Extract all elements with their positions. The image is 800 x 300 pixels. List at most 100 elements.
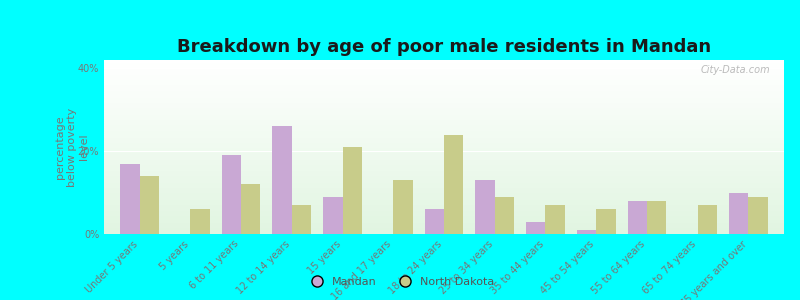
Bar (104, 194, 784, 196)
Bar (104, 93, 784, 95)
Bar (104, 133, 784, 135)
Bar (104, 220, 784, 222)
Bar (104, 203, 784, 204)
Bar (104, 97, 784, 98)
Bar (104, 169, 784, 171)
Bar (104, 135, 784, 137)
Bar (104, 225, 784, 227)
Bar (104, 82, 784, 84)
Bar (104, 208, 784, 210)
Bar (104, 90, 784, 91)
Bar (104, 79, 784, 81)
Bar (104, 147, 784, 149)
Bar (104, 117, 784, 119)
Bar (729, 193, 749, 234)
Bar (104, 84, 784, 86)
Bar (104, 72, 784, 74)
Bar (546, 205, 565, 234)
Bar (104, 112, 784, 114)
Bar (104, 168, 784, 170)
Bar (104, 161, 784, 163)
Bar (104, 107, 784, 109)
Bar (104, 145, 784, 147)
Y-axis label: percentage
below poverty
level: percentage below poverty level (55, 107, 89, 187)
Bar (104, 182, 784, 184)
Bar (104, 158, 784, 159)
Bar (104, 124, 784, 126)
Bar (104, 149, 784, 151)
Bar (104, 197, 784, 199)
Bar (104, 119, 784, 121)
Bar (104, 184, 784, 185)
Bar (104, 166, 784, 168)
Bar (526, 222, 546, 234)
Text: City-Data.com: City-Data.com (701, 65, 770, 75)
Bar (104, 64, 784, 65)
Bar (104, 102, 784, 103)
Bar (104, 154, 784, 156)
Bar (647, 201, 666, 234)
Bar (104, 152, 784, 154)
Bar (104, 224, 784, 225)
Bar (292, 205, 311, 234)
Bar (104, 67, 784, 69)
Bar (104, 159, 784, 161)
Bar (104, 121, 784, 123)
Bar (120, 164, 139, 234)
Bar (104, 60, 784, 62)
Bar (104, 81, 784, 82)
Bar (494, 197, 514, 234)
Legend: Mandan, North Dakota: Mandan, North Dakota (301, 273, 499, 291)
Bar (104, 171, 784, 173)
Bar (104, 185, 784, 187)
Bar (698, 205, 717, 234)
Bar (104, 143, 784, 145)
Bar (104, 213, 784, 215)
Bar (394, 180, 413, 234)
Bar (104, 222, 784, 224)
Bar (104, 218, 784, 220)
Bar (104, 190, 784, 192)
Bar (104, 164, 784, 166)
Bar (104, 229, 784, 230)
Bar (425, 209, 444, 234)
Bar (104, 98, 784, 100)
Bar (104, 215, 784, 217)
Bar (190, 209, 210, 234)
Bar (104, 227, 784, 229)
Bar (104, 156, 784, 158)
Bar (104, 100, 784, 102)
Bar (104, 88, 784, 90)
Bar (104, 199, 784, 201)
Bar (104, 217, 784, 218)
Bar (577, 230, 596, 234)
Bar (104, 189, 784, 190)
Bar (104, 136, 784, 138)
Bar (104, 138, 784, 140)
Bar (596, 209, 615, 234)
Bar (628, 201, 647, 234)
Bar (104, 140, 784, 142)
Bar (104, 65, 784, 67)
Bar (104, 62, 784, 64)
Bar (104, 103, 784, 105)
Bar (104, 230, 784, 232)
Bar (104, 131, 784, 133)
Bar (139, 176, 159, 234)
Bar (104, 177, 784, 178)
Bar (104, 232, 784, 234)
Bar (104, 105, 784, 107)
Bar (273, 126, 292, 234)
Bar (104, 70, 784, 72)
Bar (104, 204, 784, 206)
Bar (104, 123, 784, 124)
Bar (104, 128, 784, 130)
Bar (104, 201, 784, 203)
Bar (104, 187, 784, 189)
Bar (104, 116, 784, 117)
Bar (104, 180, 784, 182)
Bar (104, 163, 784, 164)
Bar (104, 173, 784, 175)
Bar (222, 155, 241, 234)
Bar (342, 147, 362, 234)
